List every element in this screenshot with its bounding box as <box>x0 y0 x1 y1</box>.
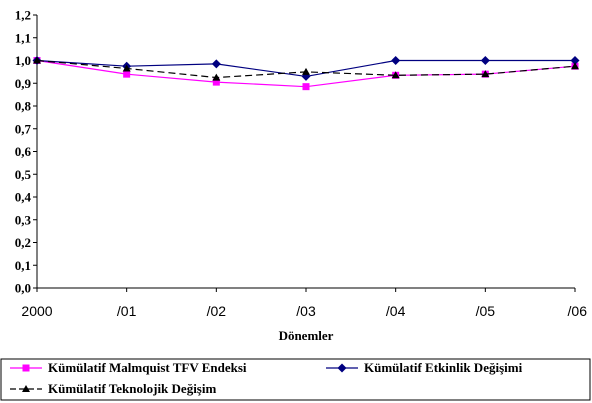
series-point <box>481 56 490 65</box>
y-tick-label: 0,0 <box>15 281 31 296</box>
y-tick-label: 0,8 <box>15 99 32 114</box>
series-point <box>303 83 310 90</box>
series-layer <box>33 56 580 90</box>
series-point <box>391 56 400 65</box>
y-tick-label: 0,5 <box>15 167 32 182</box>
y-tick-label: 0,4 <box>15 190 32 205</box>
legend-label: Kümülatif Malmquist TFV Endeksi <box>48 360 247 375</box>
legend: Kümülatif Malmquist TFV Endeksi Kümülatif… <box>1 359 590 400</box>
axes <box>37 15 575 288</box>
x-tick-label: /01 <box>117 303 137 319</box>
y-tick-label: 0,6 <box>15 144 32 159</box>
y-tick-label: 0,7 <box>15 121 32 136</box>
x-axis-title: Dönemler <box>279 328 334 343</box>
y-tick-label: 0,1 <box>15 258 31 273</box>
x-tick-label: 2000 <box>21 303 52 319</box>
x-tick-label: /06 <box>568 303 588 319</box>
x-tick-label: /03 <box>296 303 316 319</box>
legend-marker <box>23 365 30 372</box>
y-tick-label: 1,2 <box>15 8 31 23</box>
series-point <box>123 71 130 78</box>
y-tick-label: 1,1 <box>15 30 31 45</box>
y-ticks: 0,0 0,1 0,2 0,3 0,4 0,5 0,6 0,7 0,8 0,9 1,0 1,1 1,2 <box>15 8 37 296</box>
x-tick-label: /04 <box>386 303 406 319</box>
y-tick-label: 1,0 <box>15 53 31 68</box>
legend-label: Kümülatif Teknolojik Değişim <box>48 381 216 396</box>
x-tick-label: /05 <box>476 303 496 319</box>
series-point <box>302 68 310 75</box>
y-tick-label: 0,9 <box>15 76 32 91</box>
x-ticks: 2000/01/02/03/04/05/06 <box>21 288 587 319</box>
legend-label: Kümülatif Etkinlik Değişimi <box>364 360 523 375</box>
y-tick-label: 0,3 <box>15 212 32 227</box>
x-tick-label: /02 <box>207 303 227 319</box>
series-point <box>212 59 221 68</box>
y-tick-label: 0,2 <box>15 235 31 250</box>
